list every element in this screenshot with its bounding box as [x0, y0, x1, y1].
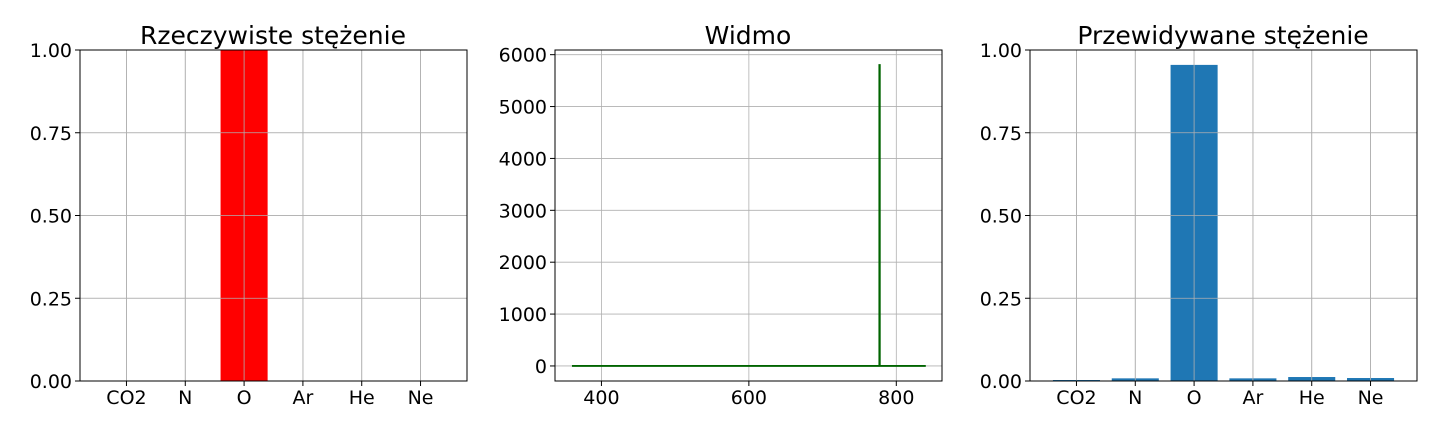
y-tick-label: 0.25 [30, 288, 72, 310]
y-tick-label: 3000 [499, 200, 547, 222]
y-tick-label: 0.00 [30, 371, 72, 393]
y-tick-label: 4000 [499, 148, 547, 170]
x-tick-label: CO2 [106, 387, 146, 409]
chart-title: Rzeczywiste stężenie [140, 21, 406, 50]
y-tick-label: 1.00 [30, 40, 72, 62]
x-tick-label: N [178, 387, 192, 409]
y-tick-label: 0.50 [30, 206, 72, 228]
x-tick-label: Ne [1358, 387, 1384, 409]
x-tick-label: He [1299, 387, 1325, 409]
y-tick-label: 2000 [499, 252, 547, 274]
plot-frame [1029, 49, 1418, 382]
y-tick-label: 0.00 [980, 371, 1022, 393]
x-tick-label: O [237, 387, 252, 409]
y-tick-label: 0 [535, 356, 547, 378]
x-tick-label: N [1128, 387, 1142, 409]
concentration-predicted-chart: Przewidywane stężenie CO2 N O Ar He Ne 0.00 0.2… [980, 21, 1418, 409]
y-tick-label: 0.50 [980, 206, 1022, 228]
y-tick-label: 1000 [499, 304, 547, 326]
spectrum-line [571, 64, 926, 367]
y-tick-label: 0.75 [30, 123, 72, 145]
y-tick-label: 0.75 [980, 123, 1022, 145]
x-tick-label: 600 [731, 387, 767, 409]
x-tick-label: He [349, 387, 375, 409]
chart-title: Widmo [705, 21, 792, 50]
x-tick-label: 400 [583, 387, 619, 409]
y-tick-label: 0.25 [980, 288, 1022, 310]
y-tick-label: 1.00 [980, 40, 1022, 62]
concentration-actual-chart: Rzeczywiste stężenie CO2 N O Ar He Ne 0.00 0.25… [30, 21, 468, 409]
spectrum-chart: Widmo 400 600 800 0 1000 2000 3000 4000 5000 6000 [499, 21, 943, 409]
chart-title: Przewidywane stężenie [1077, 21, 1368, 50]
x-tick-label: Ar [293, 387, 314, 409]
x-tick-label: O [1187, 387, 1202, 409]
x-tick-label: 800 [878, 387, 914, 409]
y-tick-label: 6000 [499, 45, 547, 67]
plot-frame [554, 49, 943, 382]
x-tick-label: CO2 [1056, 387, 1096, 409]
y-tick-label: 5000 [499, 97, 547, 119]
plot-frame [79, 49, 468, 382]
x-tick-label: Ar [1243, 387, 1264, 409]
x-tick-label: Ne [408, 387, 434, 409]
